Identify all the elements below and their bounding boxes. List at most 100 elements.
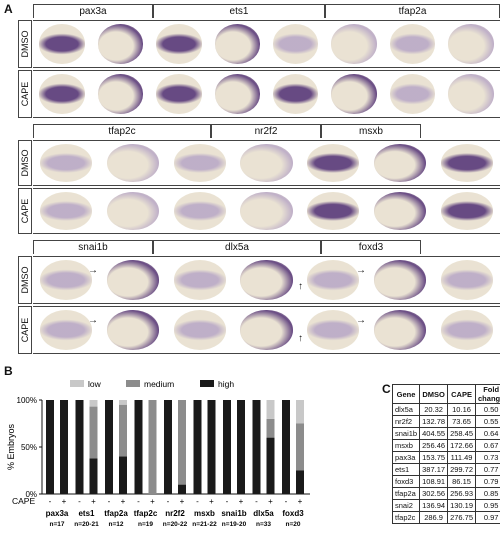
embryo-image [39,74,85,114]
bar-high [296,470,304,494]
table-row: foxd3 108.91 86.15 0.79 [391,475,500,488]
bar-high [89,458,98,494]
group-n-label: n=12 [109,521,124,528]
y-tick-label: 50% [21,443,37,452]
bar-high [105,400,113,494]
bar-high [164,400,172,494]
table-cell: tfap2a [391,487,421,500]
embryo-image [107,192,160,230]
treatment-sign: + [209,497,214,506]
embryo-image [373,310,426,350]
embryo-image [97,74,144,114]
bar-medium [178,400,186,485]
table-cell: 404.55 [419,427,449,440]
treatment-sign: + [91,497,96,506]
treatment-sign: - [78,497,81,506]
embryo-image [173,192,226,230]
table-row: tfap2a 302.56 256.93 0.85 [391,487,500,500]
embryo-image [156,24,202,64]
embryo-image [240,192,293,230]
row-label-cape-block-2: CAPE [18,188,32,234]
cape-label: CAPE [12,496,35,506]
bar-medium [296,423,304,471]
embryo-image [240,310,293,350]
row-label-dmso-block-2: DMSO [18,140,32,186]
table-cell: 86.15 [447,475,477,488]
embryo-image [272,24,319,64]
panel-letter-c: C [382,382,391,396]
embryo-image [448,24,494,64]
table-header-cell: Gene [391,384,421,404]
treatment-sign: - [196,497,199,506]
group-gene-label: tfap2a [104,509,128,518]
panel-b-stacked-bar-chart: 0% 50% 100% % Embryos low medium high - + - + - + - + -… [6,379,310,528]
table-cell: 0.55 [475,415,500,428]
embryo-image [97,24,144,64]
legend-label-low: low [88,379,102,389]
legend-label-high: high [218,379,234,389]
bar-medium [119,404,127,457]
embryo-image [440,310,493,350]
treatment-sign: - [108,497,111,506]
embryo-image [173,144,226,182]
embryo-image [240,144,293,182]
bar-high [60,400,68,494]
bar-high [207,400,216,494]
table-cell: 73.65 [447,415,477,428]
treatment-sign: - [285,497,288,506]
table-row: msxb 256.46 172.66 0.67 [391,439,500,452]
group-n-label: n=20 [286,521,301,528]
group-gene-label: snai1b [221,509,246,518]
table-cell: 256.46 [419,439,449,452]
row-label-dmso-block-3: DMSO [18,256,32,304]
annotation-arrow-icon: → [88,265,98,276]
bar-high [134,400,143,494]
treatment-sign: - [49,497,52,506]
gene-header-tfap2c: tfap2c [33,124,211,138]
gene-header-msxb: msxb [321,124,421,138]
table-cell: snai1b [391,427,421,440]
treatment-sign: + [150,497,155,506]
row-label-text: CAPE [20,317,30,343]
group-n-label: n=20-21 [74,521,99,528]
table-cell: 0.67 [475,439,500,452]
table-cell: msxb [391,439,421,452]
table-cell: foxd3 [391,475,421,488]
panel-letter-a: A [4,2,13,16]
embryo-image [107,260,160,300]
embryo-image [156,74,202,114]
table-header-cell: Fold change [475,384,500,404]
treatment-sign: + [121,497,126,506]
table-cell: 0.95 [475,499,500,512]
bar-high [46,400,54,494]
embryo-image [272,74,319,114]
embryo-image [373,144,426,182]
treatment-sign: + [268,497,273,506]
table-cell: 153.75 [419,451,449,464]
gene-header-nr2f2: nr2f2 [211,124,321,138]
table-row: pax3a 153.75 111.49 0.73 [391,451,500,464]
row-label-text: DMSO [20,266,30,294]
row-label-dmso-block-1: DMSO [18,20,32,68]
embryo-image [214,74,261,114]
table-row: tfap2c 286.9 276.75 0.97 [391,511,500,524]
table-cell: nr2f2 [391,415,421,428]
legend-swatch-high [200,380,214,387]
table-cell: dlx5a [391,403,421,416]
table-cell: tfap2c [391,511,421,524]
table-cell: ets1 [391,463,421,476]
treatment-sign: + [298,497,303,506]
embryo-image [40,192,93,230]
treatment-sign: + [239,497,244,506]
embryo-image [40,310,93,350]
embryo-image [107,310,160,350]
treatment-sign: + [180,497,185,506]
bar-low [89,400,98,407]
embryo-image [39,24,85,64]
gene-header-snai1b: snai1b [33,240,153,254]
embryo-image [389,74,436,114]
y-tick-label: 0% [25,490,37,499]
gene-header-foxd3: foxd3 [321,240,421,254]
